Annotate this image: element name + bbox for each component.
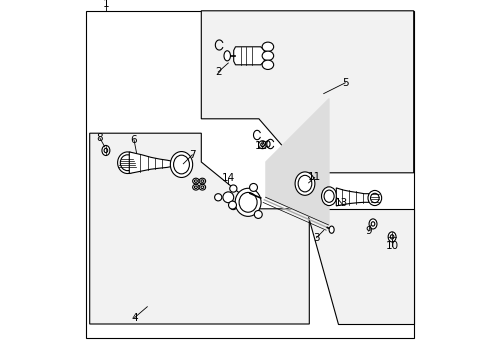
Ellipse shape — [173, 155, 189, 174]
Text: 7: 7 — [188, 150, 195, 160]
Ellipse shape — [367, 190, 381, 206]
Ellipse shape — [235, 188, 261, 216]
Ellipse shape — [321, 187, 336, 206]
Text: 3: 3 — [312, 233, 319, 243]
Ellipse shape — [117, 152, 137, 174]
Ellipse shape — [228, 201, 236, 209]
Ellipse shape — [192, 184, 199, 190]
Polygon shape — [336, 188, 368, 206]
Ellipse shape — [120, 155, 134, 171]
Text: 10: 10 — [385, 240, 398, 251]
Ellipse shape — [370, 222, 374, 226]
Ellipse shape — [258, 141, 266, 149]
Polygon shape — [233, 47, 264, 65]
Ellipse shape — [387, 232, 395, 242]
Ellipse shape — [224, 51, 230, 61]
Text: 2: 2 — [214, 67, 221, 77]
Ellipse shape — [254, 211, 262, 219]
Ellipse shape — [239, 192, 257, 212]
Ellipse shape — [201, 180, 203, 182]
Ellipse shape — [199, 178, 205, 184]
Ellipse shape — [298, 175, 311, 192]
Text: 4: 4 — [131, 312, 138, 323]
Text: 8: 8 — [96, 133, 103, 143]
Ellipse shape — [294, 172, 314, 195]
Text: 1: 1 — [102, 0, 109, 9]
Ellipse shape — [328, 226, 333, 233]
Ellipse shape — [194, 180, 197, 182]
Text: 5: 5 — [341, 78, 348, 88]
Ellipse shape — [223, 192, 233, 203]
Ellipse shape — [229, 185, 237, 192]
Polygon shape — [201, 11, 413, 173]
Text: 9: 9 — [365, 226, 371, 236]
Ellipse shape — [249, 184, 257, 192]
Ellipse shape — [102, 145, 110, 156]
Ellipse shape — [194, 186, 197, 189]
Ellipse shape — [324, 190, 333, 202]
Ellipse shape — [199, 184, 205, 190]
Ellipse shape — [229, 202, 237, 210]
Ellipse shape — [104, 148, 107, 153]
Ellipse shape — [192, 178, 199, 184]
Text: 6: 6 — [130, 135, 137, 145]
Ellipse shape — [262, 42, 273, 51]
Ellipse shape — [201, 186, 203, 189]
Polygon shape — [305, 209, 413, 324]
Ellipse shape — [265, 141, 269, 147]
Ellipse shape — [214, 194, 222, 201]
Ellipse shape — [170, 152, 192, 177]
Text: 11: 11 — [307, 172, 321, 183]
Ellipse shape — [262, 60, 273, 69]
Ellipse shape — [262, 51, 273, 60]
Text: 12: 12 — [255, 141, 268, 151]
Ellipse shape — [260, 143, 264, 147]
Text: 13: 13 — [334, 198, 347, 208]
Polygon shape — [89, 133, 309, 324]
Ellipse shape — [389, 235, 393, 239]
Ellipse shape — [368, 219, 376, 229]
Text: 14: 14 — [221, 173, 234, 183]
Polygon shape — [129, 152, 170, 174]
Ellipse shape — [370, 193, 378, 203]
